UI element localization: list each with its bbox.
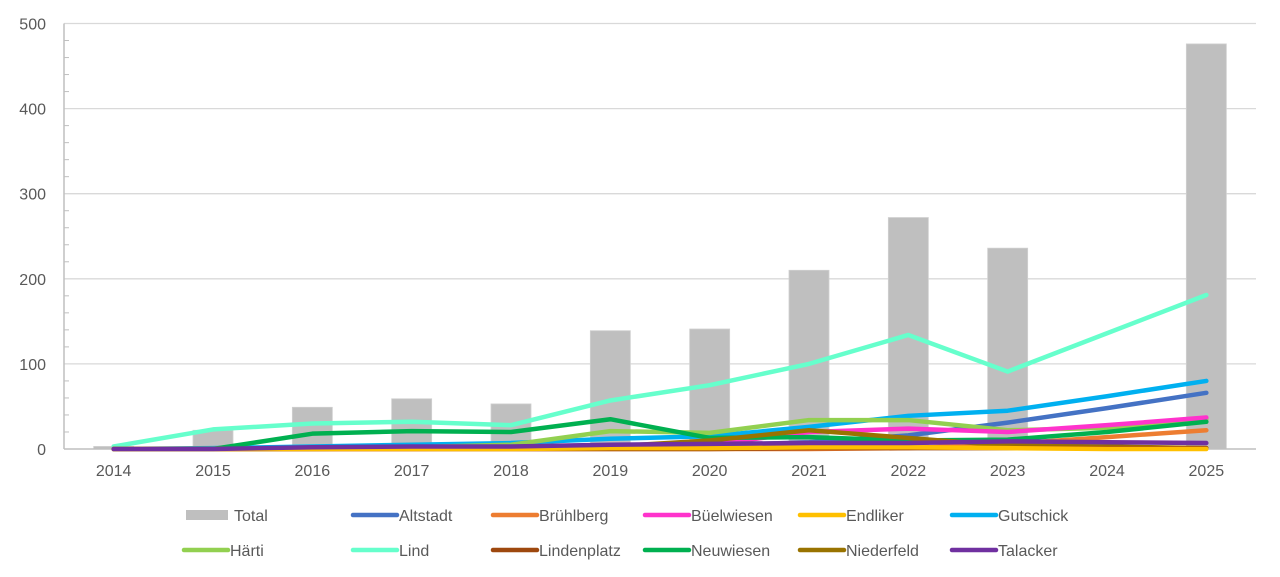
legend-item-neuwiesen: Neuwiesen [642, 543, 770, 560]
legend-label: Büelwiesen [691, 508, 773, 525]
x-tick-label: 2024 [1089, 463, 1125, 480]
x-tick-label: 2018 [493, 463, 529, 480]
y-tick-label: 400 [19, 102, 46, 119]
legend-label: Endliker [846, 508, 904, 525]
legend-label: Altstadt [399, 508, 453, 525]
legend-item-gutschick: Gutschick [949, 508, 1069, 525]
x-tick-label: 2022 [891, 463, 927, 480]
legend-item-br-hlberg: Brühlberg [490, 508, 608, 525]
y-tick-label: 200 [19, 272, 46, 289]
legend-label: Härti [230, 543, 264, 560]
x-tick-label: 2017 [394, 463, 430, 480]
total-bars [93, 43, 1227, 450]
axes [63, 23, 1256, 450]
legend-label: Gutschick [998, 508, 1069, 525]
y-tick-label: 300 [19, 187, 46, 204]
legend-label: Neuwiesen [691, 543, 770, 560]
bar-total-2025 [1185, 43, 1227, 450]
legend-item-h-rti: Härti [181, 543, 264, 560]
district-lines [111, 292, 1209, 452]
legend-label: Brühlberg [539, 508, 608, 525]
legend-swatch [186, 510, 228, 520]
x-tick-label: 2015 [195, 463, 231, 480]
x-tick-label: 2021 [791, 463, 827, 480]
legend: Total Altstadt Brühlberg Büelwiesen Endliker… [181, 508, 1069, 560]
x-tick-label: 2019 [593, 463, 629, 480]
legend-label: Lind [399, 543, 429, 560]
legend-item-b-elwiesen: Büelwiesen [642, 508, 773, 525]
x-tick-label: 2023 [990, 463, 1026, 480]
bar-total-2023 [987, 247, 1029, 450]
line-lind [111, 292, 1209, 449]
x-tick-label: 2020 [692, 463, 728, 480]
y-tick-label: 500 [19, 17, 46, 34]
legend-item-niederfeld: Niederfeld [797, 543, 919, 560]
x-tick-label: 2016 [295, 463, 331, 480]
legend-item-endliker: Endliker [797, 508, 904, 525]
legend-label: Talacker [998, 543, 1058, 560]
y-tick-label: 0 [37, 442, 46, 459]
x-axis-tick-labels: 2014 2015 2016 2017 2018 2019 2020 2021 2022 2023… [96, 463, 1224, 480]
legend-item-lindenplatz: Lindenplatz [490, 543, 621, 560]
x-tick-label: 2025 [1189, 463, 1225, 480]
line-talacker [111, 439, 1209, 452]
gridlines [64, 22, 1256, 365]
legend-label: Niederfeld [846, 543, 919, 560]
legend-item-talacker: Talacker [949, 543, 1058, 560]
x-tick-label: 2014 [96, 463, 132, 480]
legend-item-lind: Lind [350, 543, 429, 560]
legend-label: Lindenplatz [539, 543, 621, 560]
legend-item-total: Total [186, 508, 268, 525]
legend-label: Total [234, 508, 268, 525]
line-neuwiesen [111, 416, 1209, 452]
bar-total-2016 [291, 406, 333, 450]
y-axis-tick-labels: 0 100 200 300 400 500 [19, 17, 46, 460]
y-tick-label: 100 [19, 357, 46, 374]
legend-item-altstadt: Altstadt [350, 508, 453, 525]
